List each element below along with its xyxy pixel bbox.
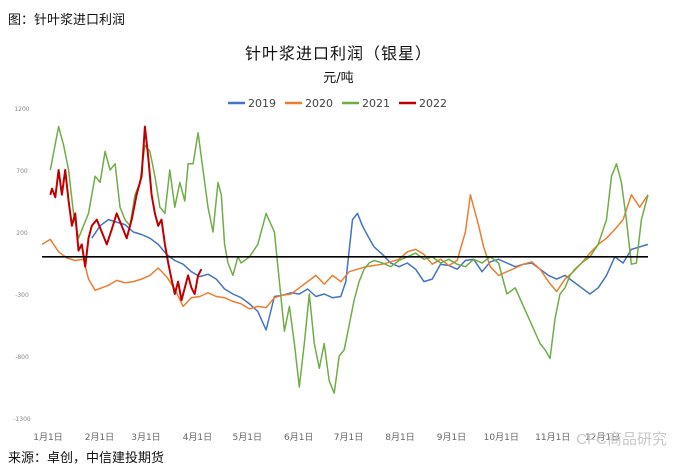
x-tick-label: 4月1日: [183, 432, 212, 443]
x-tick-label: 1月1日: [33, 432, 62, 443]
legend-label-2022: 2022: [419, 97, 447, 110]
legend-label-2021: 2021: [362, 97, 390, 110]
y-axis: 1200 700 200 -300 -800 -1300: [13, 106, 31, 423]
x-tick-label: 11月1日: [535, 432, 570, 443]
x-tick-label: 5月1日: [233, 432, 262, 443]
source-note: 来源：卓创，中信建投期货: [8, 451, 165, 466]
y-tick-label: -300: [15, 292, 29, 299]
y-tick-label: 1200: [14, 106, 29, 113]
y-tick-label: 200: [16, 230, 28, 237]
series-line-2021: [49, 125, 649, 394]
figure-caption: 图：针叶浆进口利润: [8, 13, 126, 28]
plot-area: [41, 125, 649, 394]
legend-label-2020: 2020: [305, 97, 333, 110]
x-tick-label: 12月1日: [585, 432, 620, 443]
y-tick-label: -800: [15, 354, 29, 361]
legend: 2019 2020 2021 2022: [228, 97, 447, 110]
series-line-2022: [49, 125, 203, 302]
series-line-2020: [41, 194, 649, 310]
x-tick-label: 9月1日: [437, 432, 466, 443]
x-tick-label: 3月1日: [131, 432, 160, 443]
series-line-2019: [91, 212, 649, 331]
chart-title: 针叶浆进口利润（银星）: [244, 44, 432, 63]
y-tick-label: -1300: [13, 416, 31, 423]
x-tick-label: 6月1日: [284, 432, 313, 443]
x-tick-label: 7月1日: [334, 432, 363, 443]
x-tick-label: 2月1日: [85, 432, 114, 443]
legend-label-2019: 2019: [248, 97, 276, 110]
chart-unit: 元/吨: [323, 71, 354, 86]
x-tick-label: 10月1日: [484, 432, 519, 443]
y-tick-label: 700: [16, 168, 28, 175]
watermark: CFC商品研究: [576, 431, 667, 448]
x-tick-label: 8月1日: [385, 432, 414, 443]
x-axis: 1月1日 2月1日 3月1日 4月1日 5月1日 6月1日 7月1日 8月1日 9月1日 10月1…: [33, 432, 620, 443]
